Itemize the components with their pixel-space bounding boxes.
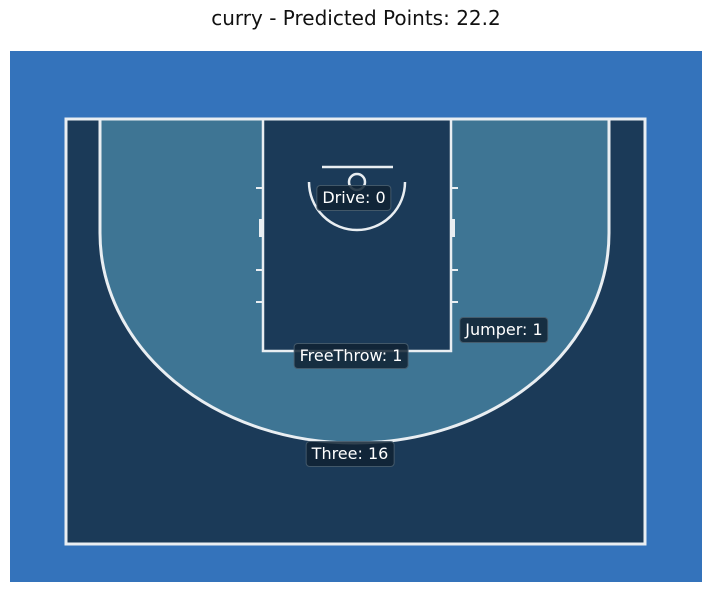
shot-label-drive: Drive: 0: [316, 185, 392, 211]
restricted-area-arc: [307, 181, 407, 232]
paint: [263, 119, 451, 351]
shot-label-three: Three: 16: [305, 441, 395, 467]
lane-hash-marks: [256, 187, 458, 303]
shot-label-jumper: Jumper: 1: [459, 317, 549, 343]
chart-title: curry - Predicted Points: 22.2: [211, 6, 501, 30]
shot-label-freethrow: FreeThrow: 1: [293, 343, 409, 369]
lane-blocks: [259, 219, 455, 237]
